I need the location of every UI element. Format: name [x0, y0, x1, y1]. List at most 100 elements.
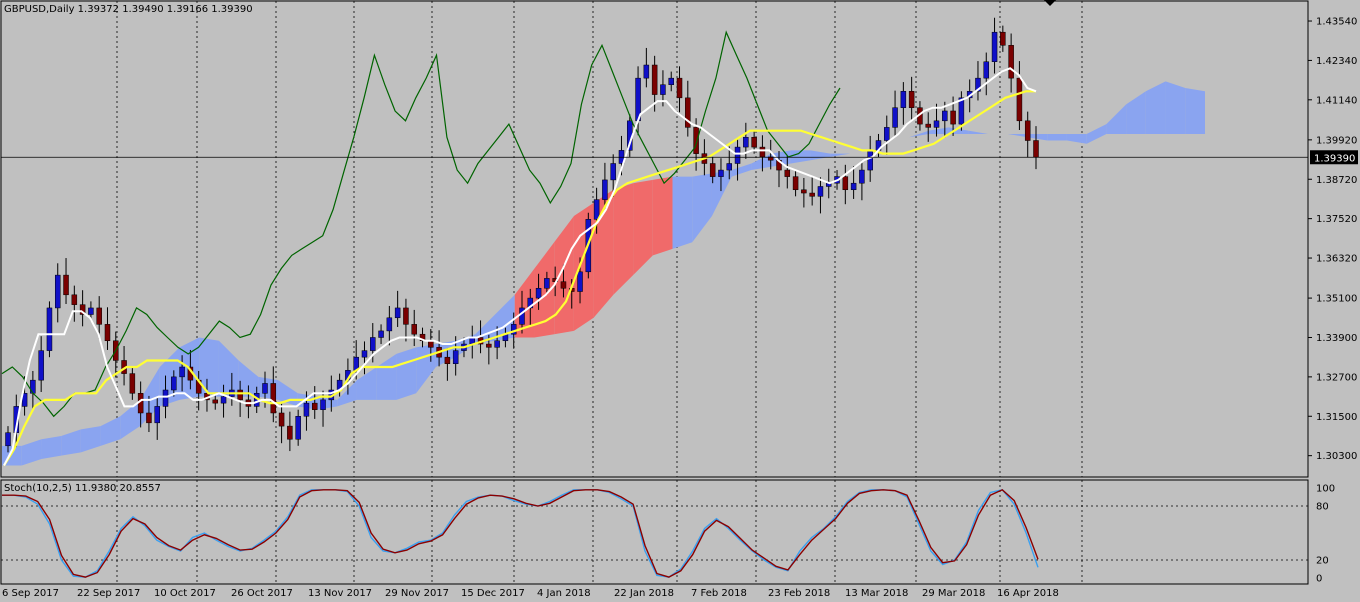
time-tick-label: 29 Nov 2017 — [385, 588, 449, 599]
candles[interactable] — [5, 17, 1039, 453]
candle[interactable] — [104, 307, 111, 350]
candle[interactable] — [801, 177, 807, 208]
candle[interactable] — [792, 170, 799, 197]
candle[interactable] — [544, 271, 550, 295]
candle[interactable] — [560, 264, 567, 298]
candle[interactable] — [54, 263, 61, 323]
candle[interactable] — [63, 258, 69, 304]
candle[interactable] — [1024, 111, 1031, 158]
candle[interactable] — [668, 71, 674, 92]
candle[interactable] — [38, 336, 44, 392]
candle[interactable] — [892, 90, 898, 137]
candle[interactable] — [958, 91, 965, 131]
candle[interactable] — [850, 166, 857, 199]
candle[interactable] — [394, 290, 401, 327]
candle[interactable] — [593, 187, 600, 234]
candle[interactable] — [709, 156, 716, 184]
cloud-segment — [1086, 124, 1107, 144]
candle[interactable] — [991, 17, 998, 74]
candle[interactable] — [734, 137, 741, 181]
candle-body — [535, 287, 542, 299]
candle[interactable] — [685, 80, 691, 137]
candle[interactable] — [933, 103, 940, 137]
candle[interactable] — [171, 370, 177, 397]
candle[interactable] — [784, 155, 791, 189]
candle[interactable] — [96, 296, 102, 339]
candle[interactable] — [817, 177, 824, 214]
time-tick-label: 26 Oct 2017 — [231, 588, 293, 599]
cloud-segment — [396, 347, 417, 400]
candle[interactable] — [726, 146, 733, 180]
price-tick-label: 1.41140 — [1316, 95, 1357, 106]
candle[interactable] — [46, 301, 53, 358]
candle-body — [270, 383, 277, 414]
candle-body — [933, 120, 940, 128]
candle[interactable] — [469, 325, 476, 359]
candle[interactable] — [121, 346, 127, 386]
candle[interactable] — [361, 341, 368, 375]
candle[interactable] — [676, 66, 683, 113]
candle[interactable] — [220, 384, 227, 418]
candle[interactable] — [718, 158, 724, 192]
shift-marker-icon[interactable] — [1044, 0, 1056, 6]
candle[interactable] — [884, 115, 890, 155]
candle[interactable] — [842, 164, 849, 205]
candle[interactable] — [494, 326, 500, 360]
candle[interactable] — [809, 175, 815, 206]
candle[interactable] — [129, 367, 136, 400]
candle[interactable] — [237, 380, 243, 417]
candle-body — [1000, 31, 1006, 46]
candle[interactable] — [212, 393, 219, 410]
candle[interactable] — [444, 347, 451, 381]
candle[interactable] — [270, 366, 277, 423]
main-panel-border — [0, 0, 1309, 478]
candle[interactable] — [1008, 33, 1014, 93]
stoch-main-line — [2, 489, 1039, 578]
candle[interactable] — [602, 162, 608, 209]
candle-body — [958, 97, 965, 125]
candle[interactable] — [908, 76, 915, 120]
candle[interactable] — [643, 47, 650, 88]
candle-body — [784, 169, 791, 177]
candle[interactable] — [295, 409, 301, 446]
candle[interactable] — [146, 395, 152, 433]
candle-body — [577, 271, 583, 292]
candle-body — [494, 340, 500, 348]
cloud-segment — [21, 439, 42, 466]
candle[interactable] — [386, 305, 393, 346]
candle[interactable] — [925, 112, 931, 142]
candle[interactable] — [1000, 25, 1006, 52]
candle-body — [560, 281, 567, 289]
candle[interactable] — [5, 426, 11, 453]
candle[interactable] — [900, 82, 907, 125]
time-tick-label: 15 Dec 2017 — [461, 588, 525, 599]
candle[interactable] — [179, 355, 185, 392]
candle-body — [79, 304, 86, 315]
candle[interactable] — [535, 273, 542, 310]
candle[interactable] — [287, 411, 293, 452]
candle[interactable] — [942, 101, 948, 138]
candle-body — [311, 402, 318, 410]
candle[interactable] — [311, 386, 318, 419]
price-tick-label: 1.42340 — [1316, 56, 1357, 67]
candle[interactable] — [419, 327, 426, 348]
candle[interactable] — [403, 298, 409, 342]
candle-body — [651, 64, 658, 95]
candle[interactable] — [411, 309, 417, 347]
candle-body — [104, 324, 111, 342]
candle[interactable] — [278, 403, 285, 444]
candle[interactable] — [610, 154, 616, 197]
cloud-segment — [711, 170, 732, 217]
stoch-tick-label: 100 — [1316, 484, 1335, 495]
candle[interactable] — [378, 324, 384, 345]
candle[interactable] — [71, 285, 78, 322]
cloud-segment — [1007, 133, 1028, 138]
candle[interactable] — [975, 61, 981, 101]
candle[interactable] — [1033, 126, 1039, 170]
candle[interactable] — [79, 290, 86, 327]
candle[interactable] — [859, 160, 865, 201]
candle[interactable] — [1016, 61, 1023, 131]
candle[interactable] — [154, 397, 160, 440]
candle[interactable] — [983, 52, 990, 96]
